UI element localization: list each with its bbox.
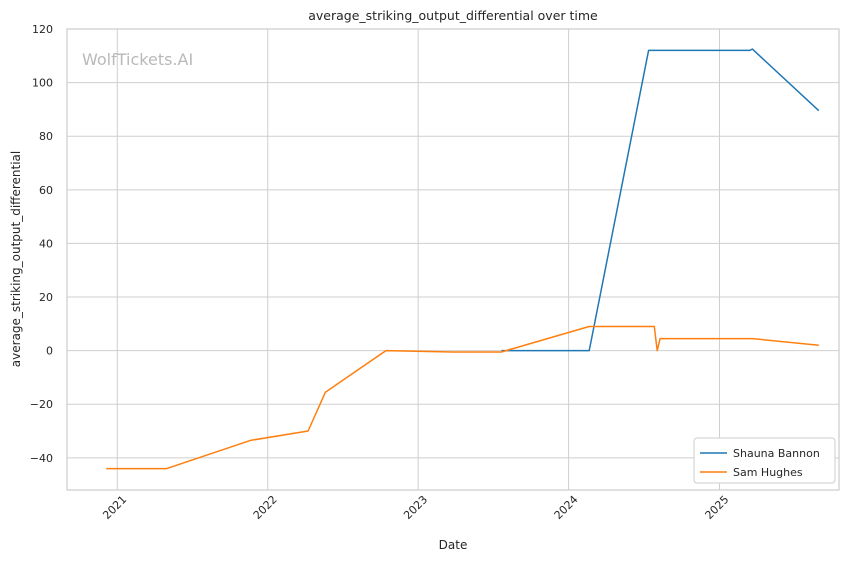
y-tick-label: −20 [30,398,53,411]
plot-frame [66,28,840,491]
chart-title: average_striking_output_differential ove… [308,8,598,23]
legend-label: Shauna Bannon [733,447,820,460]
y-tick-label: 60 [39,184,53,197]
series-line-0 [501,48,820,352]
y-tick-label: 80 [39,130,53,143]
y-tick-label: 120 [32,23,53,36]
series-line-1 [106,325,819,470]
x-axis-label: Date [439,538,468,552]
grid-lines [67,28,839,490]
y-axis-ticks: 120 100 80 60 40 20 0 −20 −40 [30,23,53,465]
y-tick-label: 40 [39,237,53,250]
y-tick-label: −40 [30,452,53,465]
y-tick-label: 100 [32,77,53,90]
y-tick-label: 20 [39,291,53,304]
watermark: WolfTickets.AI [82,50,193,69]
legend-box [693,437,836,484]
series-layer [106,48,820,470]
y-axis-label: average_striking_output_differential [9,151,23,367]
legend: Shauna Bannon Sam Hughes [693,437,836,484]
y-tick-label: 0 [46,345,53,358]
legend-label: Sam Hughes [733,466,803,479]
